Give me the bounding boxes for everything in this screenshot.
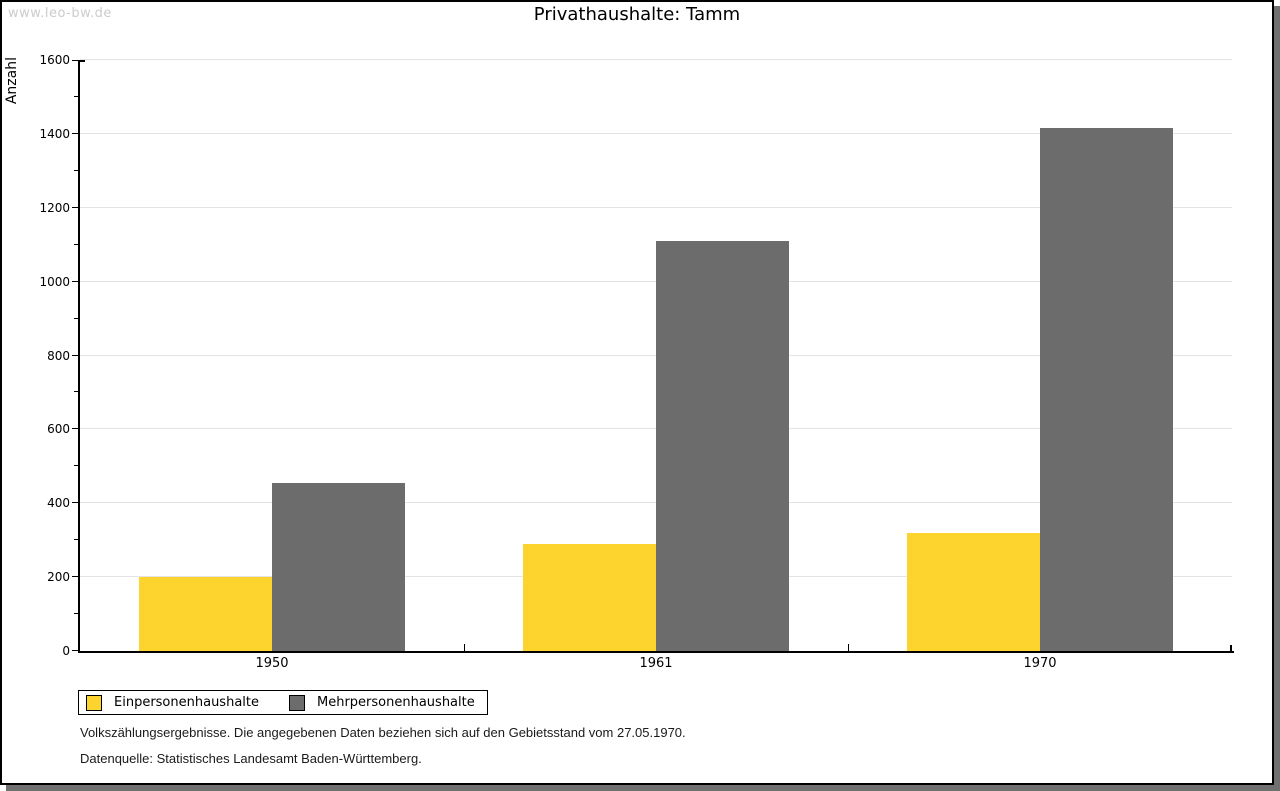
x-tick-label: 1970 <box>1023 656 1057 671</box>
gridline <box>80 132 1232 134</box>
gridline <box>80 206 1232 208</box>
y-major-tick <box>72 280 78 282</box>
watermark: www.leo-bw.de <box>8 6 112 21</box>
bar-mehrpersonenhaushalte-1950 <box>272 483 405 651</box>
footnote-source-note: Volkszählungsergebnisse. Die angegebenen… <box>80 725 686 740</box>
footnote-data-source: Datenquelle: Statistisches Landesamt Bad… <box>80 751 422 766</box>
y-minor-tick <box>74 539 78 541</box>
y-minor-tick <box>74 465 78 467</box>
x-axis-tick <box>464 644 465 651</box>
y-tick-label: 1400 <box>39 126 70 141</box>
legend-label: Einpersonenhaushalte <box>114 695 259 710</box>
gridline <box>80 59 1232 60</box>
y-axis-end-cap <box>80 60 85 62</box>
y-major-tick <box>72 428 78 430</box>
y-tick-label: 1200 <box>39 200 70 215</box>
x-tick-label: 1950 <box>255 656 289 671</box>
legend-label: Mehrpersonenhaushalte <box>317 695 475 710</box>
x-axis-tick <box>848 644 849 651</box>
y-tick-label: 600 <box>47 422 70 437</box>
y-tick-label: 1000 <box>39 274 70 289</box>
y-major-tick <box>72 576 78 578</box>
legend-item-einpersonenhaushalte: Einpersonenhaushalte <box>86 694 259 711</box>
y-minor-tick <box>74 169 78 171</box>
y-minor-tick <box>74 95 78 97</box>
y-tick-label: 1600 <box>39 53 70 67</box>
x-axis-line <box>78 651 1234 653</box>
legend: Einpersonenhaushalte Mehrpersonenhaushal… <box>78 690 488 715</box>
y-minor-tick <box>74 243 78 245</box>
chart-canvas: www.leo-bw.de Privathaushalte: Tamm Anza… <box>2 2 1272 783</box>
legend-swatch-yellow <box>86 694 102 711</box>
y-axis-line <box>78 60 80 653</box>
y-major-tick <box>72 206 78 208</box>
bar-einpersonenhaushalte-1950 <box>139 577 272 651</box>
x-axis-end-cap <box>1230 645 1232 653</box>
y-minor-tick <box>74 391 78 393</box>
bar-mehrpersonenhaushalte-1961 <box>656 241 789 651</box>
y-tick-label: 0 <box>62 644 70 658</box>
y-major-tick <box>72 354 78 356</box>
x-tick-label: 1961 <box>639 656 673 671</box>
y-tick-label: 800 <box>47 348 70 363</box>
y-minor-tick <box>74 613 78 615</box>
y-tick-label: 200 <box>47 570 70 585</box>
legend-item-mehrpersonenhaushalte: Mehrpersonenhaushalte <box>289 694 475 711</box>
y-axis-title: Anzahl <box>4 57 20 105</box>
y-major-tick <box>72 132 78 134</box>
y-minor-tick <box>74 317 78 319</box>
bar-einpersonenhaushalte-1970 <box>907 533 1040 651</box>
y-major-tick <box>72 60 78 61</box>
bar-einpersonenhaushalte-1961 <box>523 544 656 651</box>
y-major-tick <box>72 502 78 504</box>
chart-title: Privathaushalte: Tamm <box>533 4 741 25</box>
legend-swatch-gray <box>289 694 305 711</box>
y-tick-label: 400 <box>47 496 70 511</box>
plot-area: 0 200 400 600 800 1000 1200 1400 1600 1950 1961 197… <box>39 53 1234 671</box>
bar-mehrpersonenhaushalte-1970 <box>1040 128 1173 651</box>
y-major-tick <box>72 650 78 651</box>
